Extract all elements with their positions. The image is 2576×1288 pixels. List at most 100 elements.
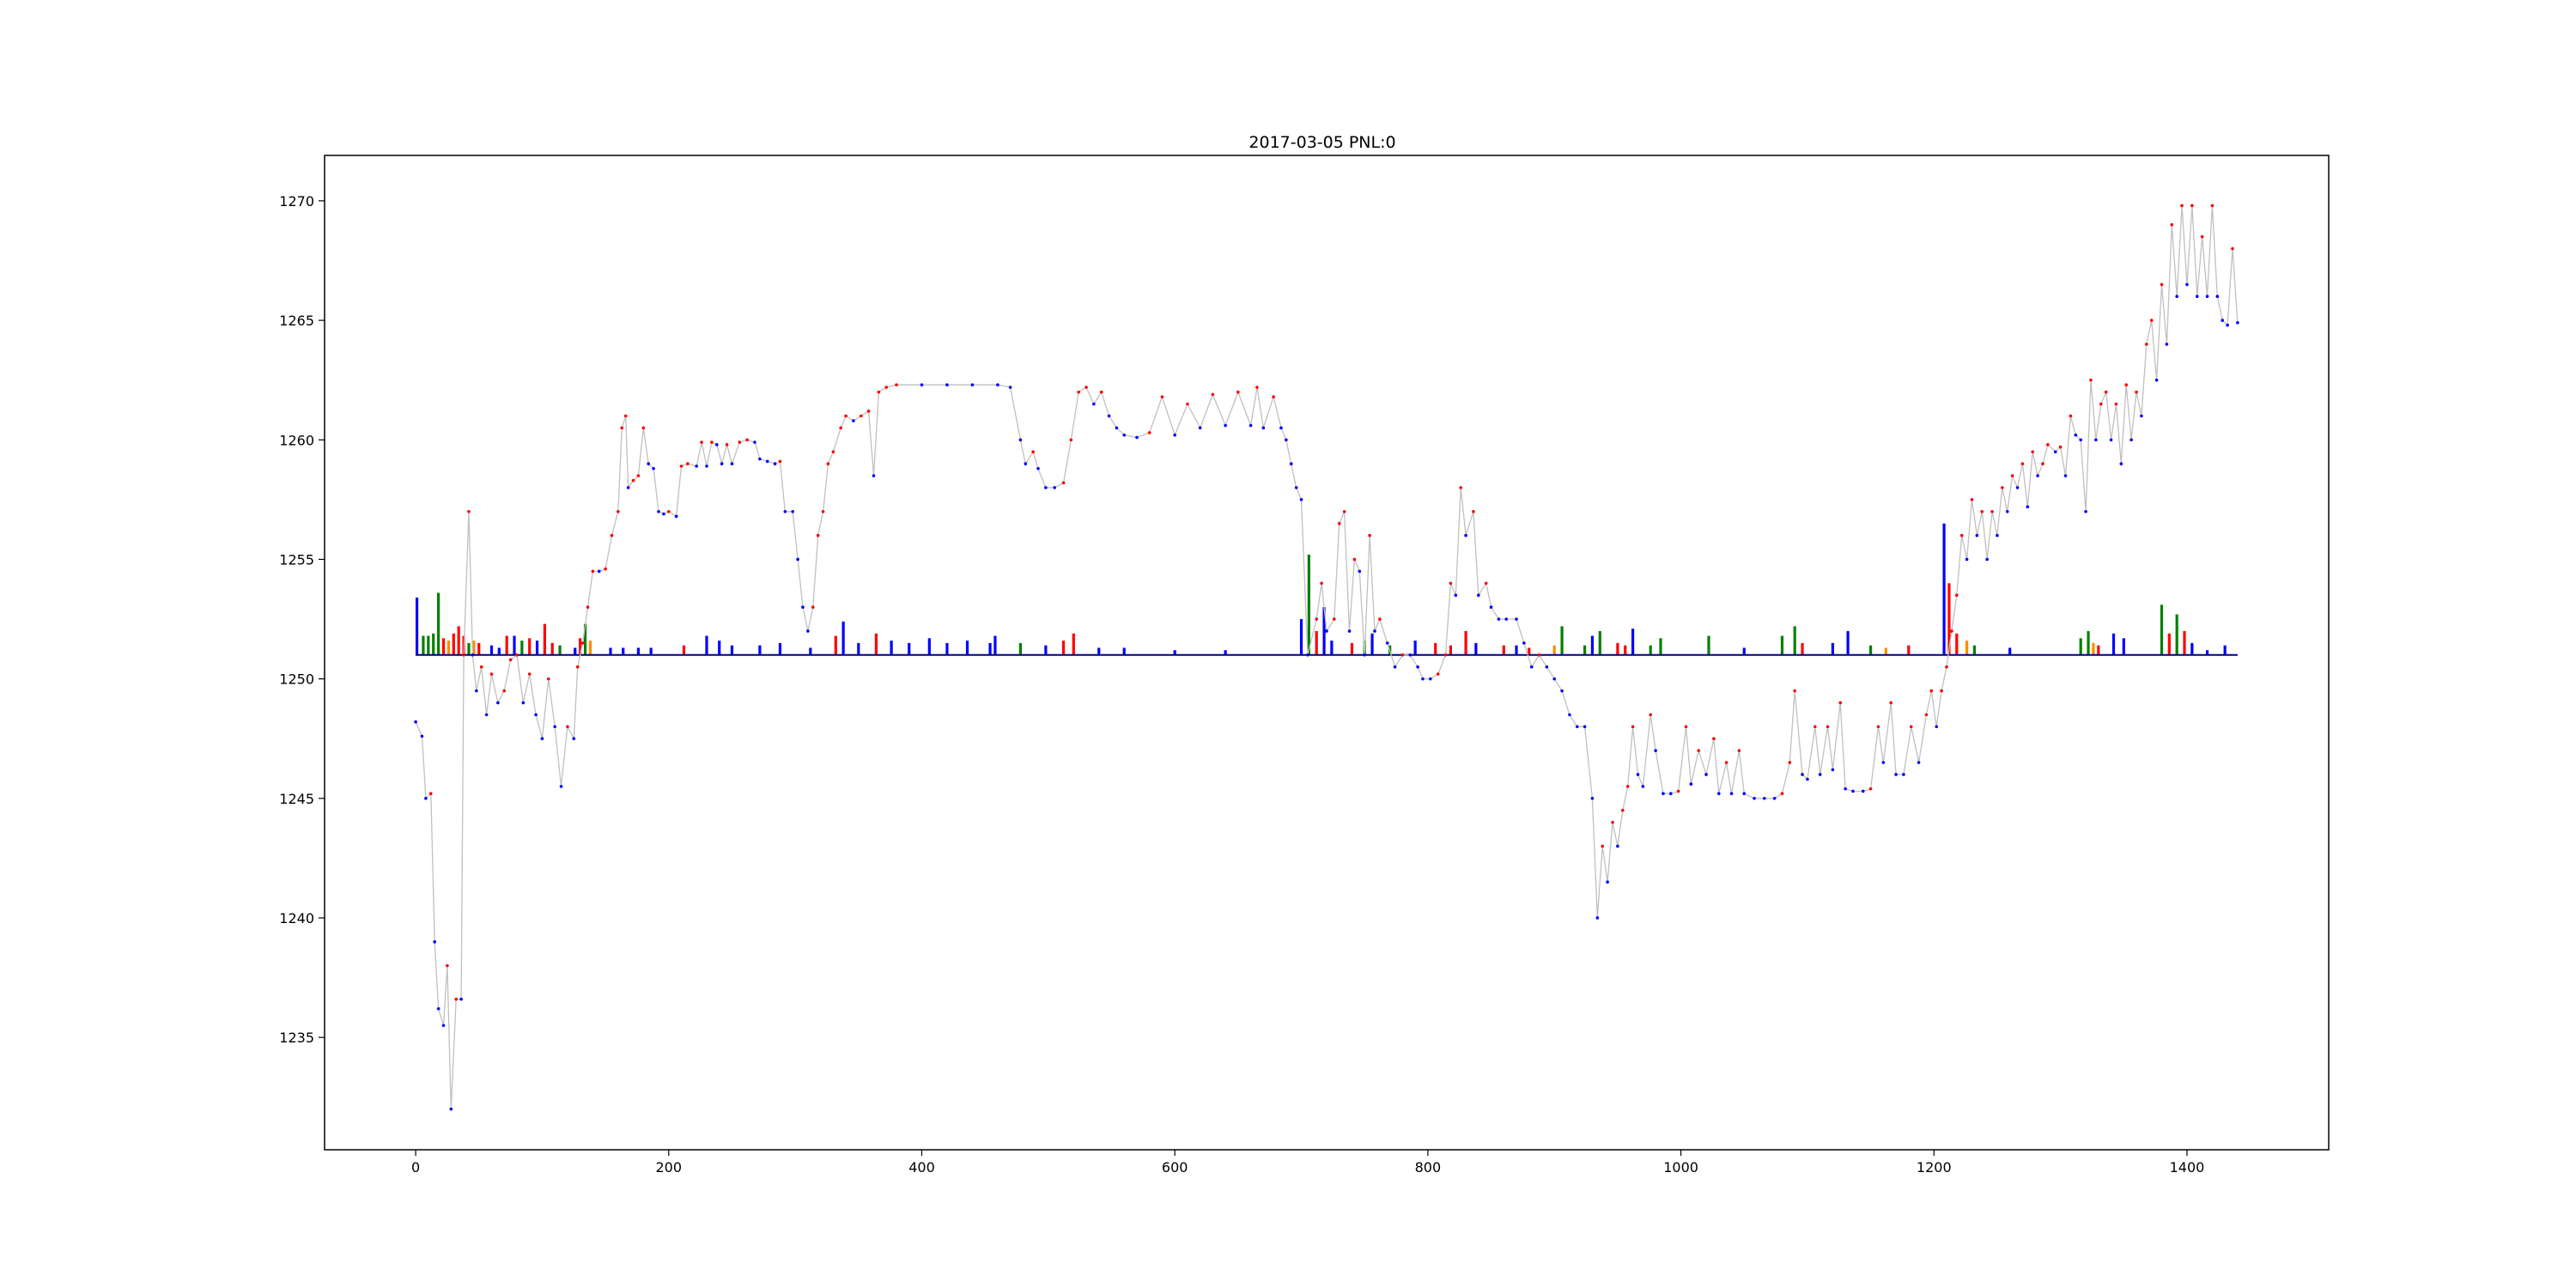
price-point [2231, 246, 2234, 251]
price-point [1676, 789, 1680, 793]
price-point [2005, 509, 2009, 513]
trade-markers [414, 204, 2239, 1111]
price-point [1325, 629, 1328, 633]
price-point [1990, 509, 1994, 513]
volume-bar [1018, 642, 1023, 655]
volume-bar [437, 592, 440, 655]
volume-bar [1780, 635, 1784, 655]
price-point [454, 997, 459, 1001]
price-point [1306, 653, 1309, 657]
price-point [970, 383, 975, 387]
volume-bar [1322, 607, 1326, 655]
price-point [1515, 617, 1518, 621]
price-point [2154, 378, 2159, 382]
price-point [1443, 653, 1448, 657]
price-point [816, 533, 820, 538]
price-point [1894, 773, 1898, 776]
volume-bar [520, 641, 524, 655]
price-point [1965, 557, 1969, 562]
price-point [773, 462, 777, 465]
volume-bar [2122, 638, 2125, 655]
price-point [738, 440, 742, 444]
price-point [2180, 204, 2184, 208]
x-tick-label: 1400 [2170, 1159, 2205, 1176]
price-point [475, 689, 478, 693]
volume-bar [543, 623, 546, 655]
price-point [575, 665, 580, 669]
price-point [2140, 414, 2143, 418]
volume-bar [447, 641, 451, 655]
volume-bar [834, 635, 837, 655]
price-point [1631, 725, 1635, 729]
volume-bar [1464, 630, 1467, 655]
volume-bar [2087, 630, 2090, 655]
volume-bar [730, 645, 734, 655]
price-point [839, 426, 842, 430]
volume-bar [1868, 645, 1873, 655]
price-point [1358, 569, 1362, 574]
volume-bar [2079, 638, 2082, 655]
price-point [2099, 402, 2103, 406]
y-tick-label: 1255 [279, 551, 314, 568]
volume-bar [427, 635, 430, 655]
y-tick-label: 1235 [279, 1030, 314, 1046]
price-point [730, 462, 734, 465]
volume-bar [467, 642, 471, 655]
price-point [1689, 782, 1693, 786]
price-point [1649, 713, 1653, 717]
price-point [553, 725, 556, 729]
price-point [1249, 423, 1253, 428]
price-point [1924, 713, 1929, 717]
price-point [1352, 557, 1357, 562]
volume-bar [908, 642, 911, 655]
volume-bar [1624, 645, 1627, 655]
price-point [1851, 789, 1855, 793]
price-point [604, 567, 607, 571]
price-point [2069, 414, 2073, 418]
volume-bar [1631, 629, 1635, 655]
price-point [1261, 426, 1266, 430]
volume-bar [1846, 630, 1850, 655]
price-point [1342, 509, 1346, 513]
price-point [1053, 486, 1057, 489]
price-point [623, 414, 628, 418]
price-point [1724, 761, 1728, 764]
volume-bar [2190, 642, 2194, 655]
price-point [1996, 533, 1999, 538]
volume-bar [636, 647, 641, 655]
volume-bar [1061, 641, 1066, 655]
volume-bar [1707, 635, 1710, 655]
price-point [626, 486, 630, 489]
price-point [1186, 402, 1189, 406]
price-point [1077, 390, 1080, 394]
price-point [1421, 677, 1425, 681]
volume-bar [432, 633, 435, 655]
price-point [1909, 725, 1913, 729]
price-point [1385, 641, 1389, 645]
price-point [1008, 386, 1012, 389]
price-point [2215, 295, 2220, 299]
price-point [714, 443, 719, 447]
x-tick-label: 200 [656, 1159, 683, 1176]
volume-bar [1315, 630, 1318, 655]
volume-bar [2205, 650, 2209, 655]
price-point [2195, 295, 2199, 299]
price-point [679, 465, 683, 468]
price-point [2124, 383, 2129, 387]
volume-bar [2223, 645, 2227, 655]
price-point [1347, 629, 1352, 633]
price-point [2145, 343, 2148, 346]
price-point [801, 605, 805, 609]
price-point [566, 725, 569, 729]
price-point [1625, 785, 1630, 788]
price-point [441, 1024, 446, 1028]
x-tick-label: 600 [1162, 1159, 1188, 1176]
price-point [508, 658, 513, 662]
volume-bar [1044, 645, 1048, 655]
price-point [872, 474, 876, 477]
volume-bar [550, 642, 554, 655]
price-point [1459, 486, 1462, 489]
volume-bar [1649, 645, 1652, 655]
price-point [765, 459, 769, 464]
y-tick-label: 1240 [279, 910, 314, 927]
